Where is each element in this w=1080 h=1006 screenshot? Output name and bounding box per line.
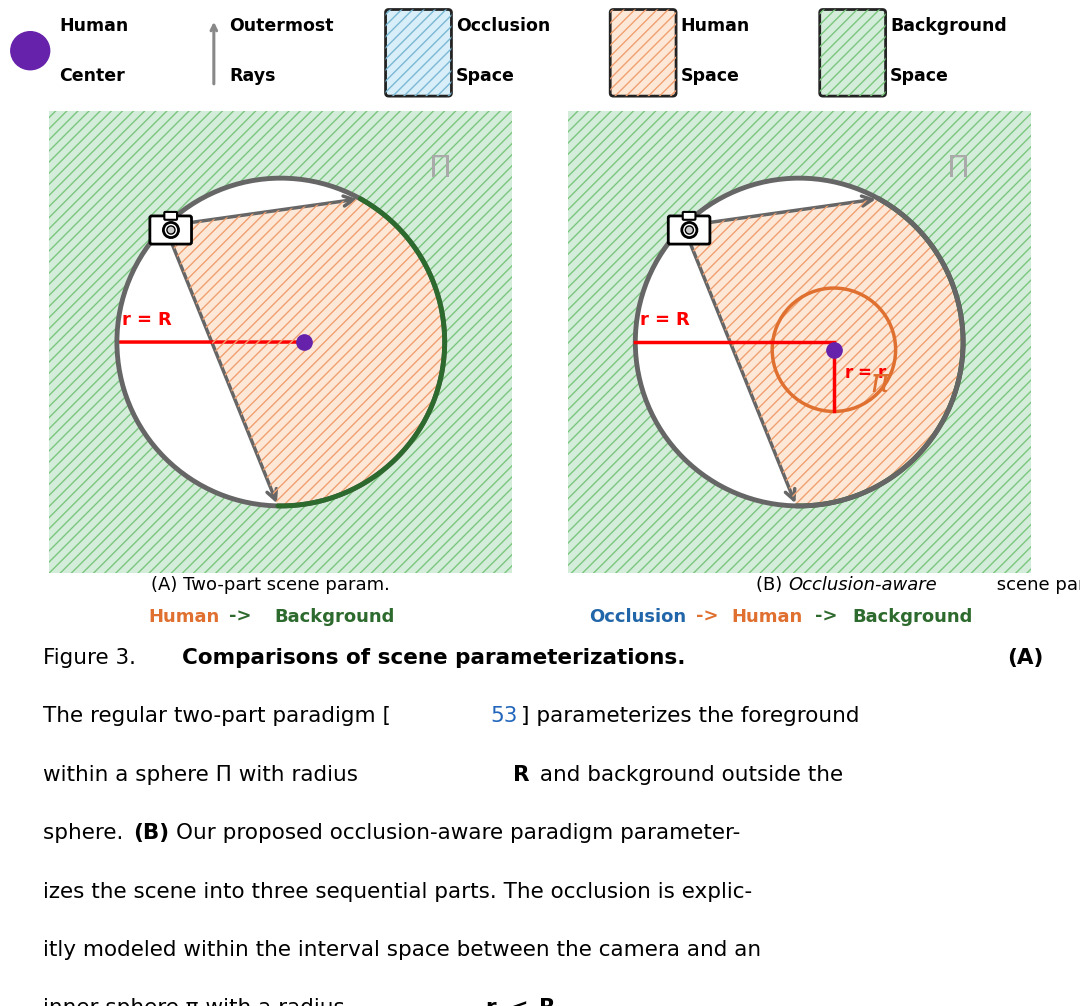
Circle shape bbox=[11, 32, 50, 69]
Text: Rays: Rays bbox=[229, 67, 275, 86]
Text: (B): (B) bbox=[756, 576, 788, 595]
Polygon shape bbox=[684, 199, 963, 506]
Text: within a sphere Π with radius: within a sphere Π with radius bbox=[43, 765, 365, 785]
Text: itly modeled within the interval space between the camera and an: itly modeled within the interval space b… bbox=[43, 940, 761, 960]
Text: Human: Human bbox=[731, 608, 802, 626]
Text: Space: Space bbox=[890, 67, 949, 86]
Circle shape bbox=[681, 222, 697, 237]
Text: and background outside the: and background outside the bbox=[534, 765, 843, 785]
FancyBboxPatch shape bbox=[820, 9, 886, 97]
Text: Occlusion: Occlusion bbox=[456, 17, 550, 35]
Text: $\Pi$: $\Pi$ bbox=[428, 154, 450, 183]
Text: (A) Two-part scene param.: (A) Two-part scene param. bbox=[150, 576, 390, 595]
Text: Human: Human bbox=[148, 608, 219, 626]
Text: r = $\mathbf{r}$: r = $\mathbf{r}$ bbox=[843, 363, 888, 381]
Text: The regular two-part paradigm [: The regular two-part paradigm [ bbox=[43, 706, 391, 726]
Text: $\pi$: $\pi$ bbox=[869, 369, 891, 398]
Text: Outermost: Outermost bbox=[229, 17, 334, 35]
Text: sphere.: sphere. bbox=[43, 823, 137, 843]
FancyBboxPatch shape bbox=[164, 212, 177, 219]
Text: Space: Space bbox=[456, 67, 515, 86]
Text: (B): (B) bbox=[134, 823, 170, 843]
Circle shape bbox=[686, 226, 693, 234]
Text: scene param.: scene param. bbox=[991, 576, 1080, 595]
Text: Human: Human bbox=[680, 17, 750, 35]
Circle shape bbox=[772, 288, 895, 411]
Text: Background: Background bbox=[852, 608, 973, 626]
Text: Human: Human bbox=[59, 17, 129, 35]
Text: Occlusion-aware: Occlusion-aware bbox=[788, 576, 937, 595]
Text: $\Pi$: $\Pi$ bbox=[946, 154, 969, 183]
Text: r: r bbox=[485, 998, 496, 1006]
Text: r = $\mathbf{R}$: r = $\mathbf{R}$ bbox=[639, 311, 691, 329]
Circle shape bbox=[163, 222, 178, 237]
Text: <: < bbox=[503, 998, 536, 1006]
Polygon shape bbox=[117, 178, 445, 506]
Text: izes the scene into three sequential parts. The occlusion is explic-: izes the scene into three sequential par… bbox=[43, 881, 753, 901]
Text: ->: -> bbox=[815, 608, 837, 626]
FancyBboxPatch shape bbox=[683, 212, 696, 219]
Circle shape bbox=[167, 226, 175, 234]
Text: Background: Background bbox=[890, 17, 1007, 35]
Text: (A): (A) bbox=[1008, 648, 1043, 668]
Polygon shape bbox=[635, 178, 963, 506]
Text: r = $\mathbf{R}$: r = $\mathbf{R}$ bbox=[121, 311, 173, 329]
FancyBboxPatch shape bbox=[669, 216, 710, 244]
Text: Figure 3.: Figure 3. bbox=[43, 648, 136, 668]
Text: ->: -> bbox=[229, 608, 251, 626]
Text: inner sphere π with a radius: inner sphere π with a radius bbox=[43, 998, 352, 1006]
Text: Occlusion: Occlusion bbox=[589, 608, 686, 626]
Polygon shape bbox=[165, 199, 445, 506]
Text: 53: 53 bbox=[490, 706, 517, 726]
Text: R: R bbox=[539, 998, 556, 1006]
Text: Comparisons of scene parameterizations.: Comparisons of scene parameterizations. bbox=[181, 648, 686, 668]
Text: Background: Background bbox=[274, 608, 395, 626]
Text: Center: Center bbox=[59, 67, 125, 86]
Text: ->: -> bbox=[697, 608, 718, 626]
FancyBboxPatch shape bbox=[150, 216, 191, 244]
Text: .: . bbox=[557, 998, 565, 1006]
Text: Space: Space bbox=[680, 67, 740, 86]
Text: Our proposed occlusion-aware paradigm parameter-: Our proposed occlusion-aware paradigm pa… bbox=[176, 823, 740, 843]
Text: R: R bbox=[513, 765, 530, 785]
Text: ] parameterizes the foreground: ] parameterizes the foreground bbox=[522, 706, 860, 726]
FancyBboxPatch shape bbox=[610, 9, 676, 97]
FancyBboxPatch shape bbox=[386, 9, 451, 97]
